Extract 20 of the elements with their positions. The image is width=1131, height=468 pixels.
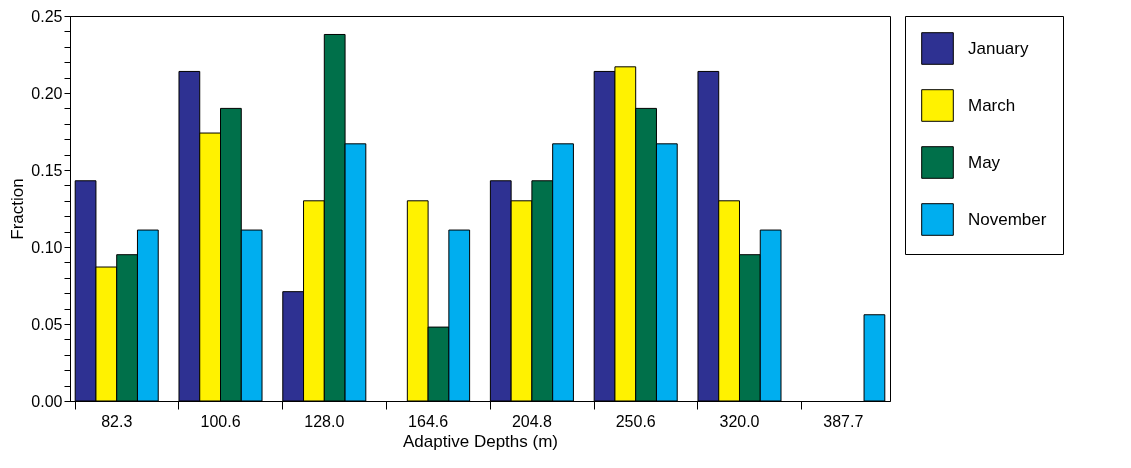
x-tick-label: 320.0	[719, 412, 760, 430]
x-tick-label: 387.7	[823, 412, 864, 430]
legend-label: November	[968, 209, 1047, 229]
y-tick-label: 0.15	[31, 161, 63, 179]
y-tick-label: 0.10	[31, 238, 63, 256]
y-tick-label: 0.20	[31, 84, 63, 102]
x-tick-label: 82.3	[101, 412, 133, 430]
x-tick-label: 204.8	[511, 412, 553, 430]
x-tick-label: 164.6	[408, 412, 449, 430]
x-tick-label: 250.6	[615, 412, 656, 430]
y-tick-label: 0.25	[31, 7, 63, 25]
x-tick-label: 128.0	[304, 412, 345, 430]
y-tick-label: 0.00	[31, 392, 63, 410]
y-tick-label: 0.05	[31, 315, 63, 333]
legend-label: May	[968, 152, 1001, 172]
legend-label: March	[968, 95, 1016, 115]
x-tick-label: 100.6	[200, 412, 241, 430]
x-axis-title: Adaptive Depths (m)	[403, 431, 558, 451]
legend-label: January	[968, 38, 1029, 58]
y-axis-title: Fraction	[8, 178, 28, 240]
